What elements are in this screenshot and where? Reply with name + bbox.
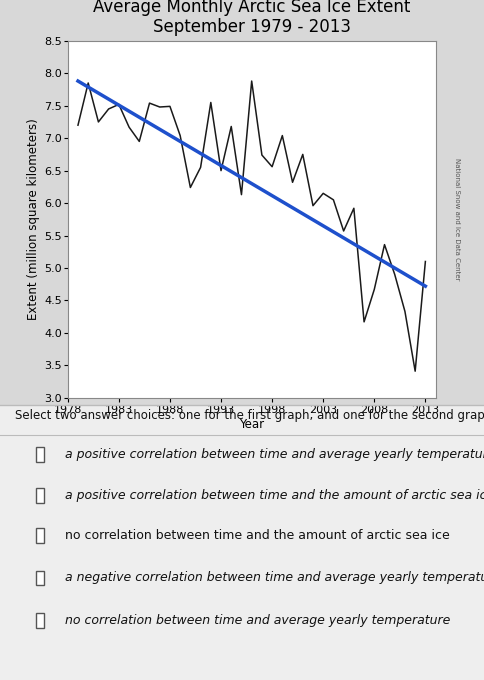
Text: a positive correlation between time and average yearly temperatures: a positive correlation between time and …: [65, 447, 484, 461]
Text: no correlation between time and average yearly temperature: no correlation between time and average …: [65, 613, 451, 627]
Text: National Snow and Ice Data Center: National Snow and Ice Data Center: [454, 158, 460, 281]
Text: a positive correlation between time and the amount of arctic sea ice: a positive correlation between time and …: [65, 488, 484, 502]
Y-axis label: Extent (million square kilometers): Extent (million square kilometers): [27, 118, 40, 320]
Title: Average Monthly Arctic Sea Ice Extent
September 1979 - 2013: Average Monthly Arctic Sea Ice Extent Se…: [93, 0, 410, 37]
Text: no correlation between time and the amount of arctic sea ice: no correlation between time and the amou…: [65, 529, 450, 543]
Text: a negative correlation between time and average yearly temperature: a negative correlation between time and …: [65, 571, 484, 585]
Text: Select two answer choices: one for the first graph, and one for the second graph: Select two answer choices: one for the f…: [15, 409, 484, 422]
X-axis label: Year: Year: [239, 418, 264, 430]
